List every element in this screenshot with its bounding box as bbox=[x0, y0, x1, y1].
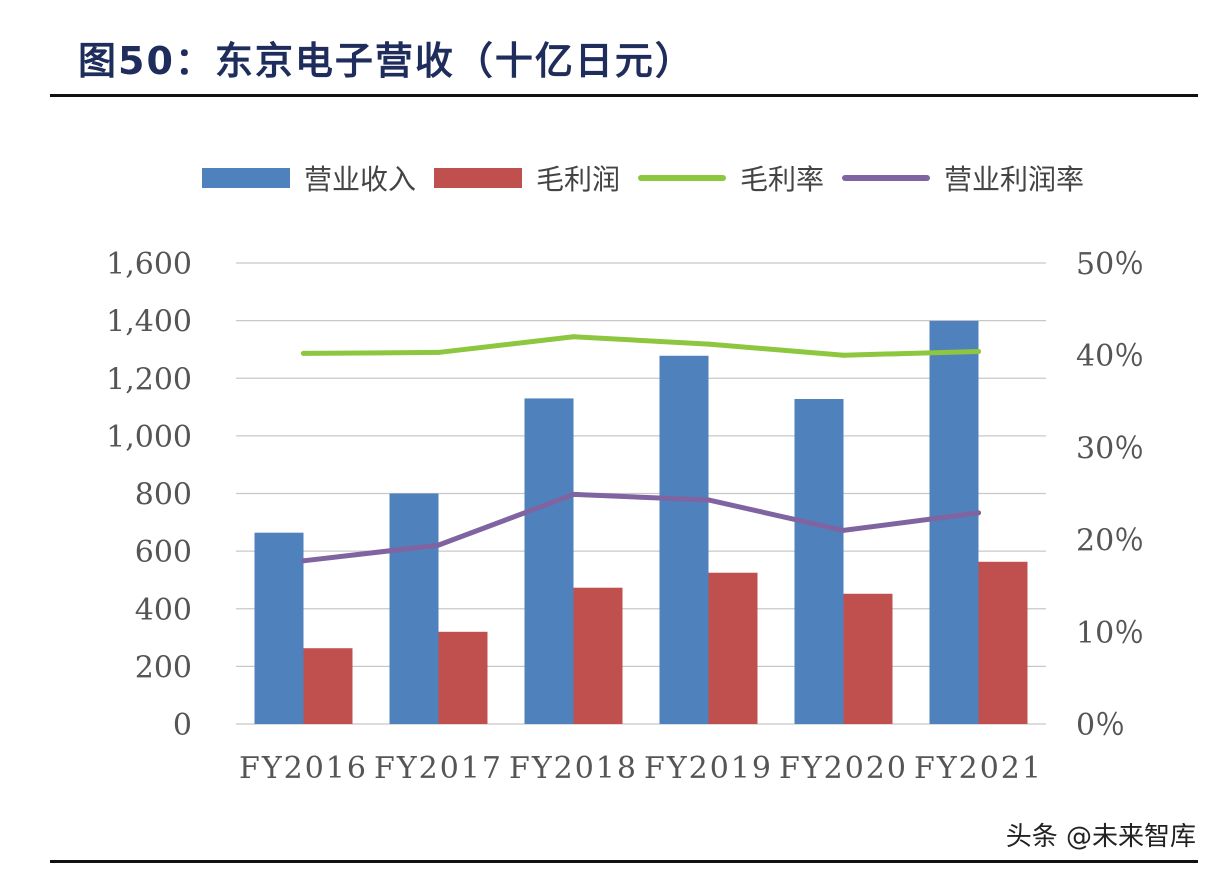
gross-profit-bar bbox=[303, 648, 353, 724]
legend-label: 毛利率 bbox=[740, 163, 825, 196]
operating-margin-point bbox=[841, 527, 846, 533]
gross-margin-point bbox=[436, 349, 441, 355]
operating-margin-point bbox=[301, 558, 306, 564]
top-rule bbox=[50, 94, 1198, 97]
revenue-bar bbox=[254, 532, 304, 724]
legend-item: 毛利率 bbox=[638, 158, 824, 198]
gross-profit-bar bbox=[708, 572, 758, 724]
left-tick-label: 1,200 bbox=[106, 362, 192, 397]
revenue-bar bbox=[659, 355, 709, 724]
figure-title: 图50：东京电子营收（十亿日元） bbox=[78, 39, 695, 83]
gross-profit-bar bbox=[438, 631, 488, 724]
x-tick-label: FY2021 bbox=[914, 751, 1043, 786]
x-tick-label: FY2020 bbox=[779, 751, 908, 786]
revenue-bar bbox=[794, 398, 844, 724]
x-tick-label: FY2016 bbox=[239, 751, 368, 786]
left-tick-label: 200 bbox=[135, 650, 192, 685]
operating-margin-point bbox=[976, 510, 981, 516]
watermark: 头条 @未来智库 bbox=[1005, 822, 1196, 852]
gross-margin-point bbox=[571, 334, 576, 340]
gross-margin-point bbox=[841, 352, 846, 358]
gross-profit-bar bbox=[843, 593, 893, 724]
gross-profit-bar bbox=[978, 561, 1028, 724]
legend-item: 营业利润率 bbox=[842, 158, 1084, 198]
left-tick-label: 1,000 bbox=[106, 420, 192, 455]
left-tick-label: 600 bbox=[135, 535, 192, 570]
legend-swatch bbox=[434, 168, 523, 188]
legend-label: 营业收入 bbox=[304, 163, 417, 196]
revenue-bar bbox=[389, 493, 439, 724]
right-tick-label: 30％ bbox=[1076, 431, 1144, 466]
x-tick-label: FY2018 bbox=[509, 751, 638, 786]
operating-margin-line bbox=[301, 491, 981, 564]
gross-profit-bar bbox=[573, 587, 623, 724]
bottom-rule bbox=[50, 860, 1198, 863]
right-tick-label: 40％ bbox=[1076, 339, 1144, 374]
left-tick-label: 0 bbox=[173, 708, 192, 743]
chart-legend: 营业收入 毛利润 毛利率 营业利润率 bbox=[202, 158, 1102, 198]
legend-label: 毛利润 bbox=[536, 163, 621, 196]
left-tick-label: 800 bbox=[135, 478, 192, 513]
left-tick-label: 1,400 bbox=[106, 305, 192, 340]
operating-margin-point bbox=[706, 497, 711, 503]
gross-margin-point bbox=[301, 350, 306, 356]
legend-item: 营业收入 bbox=[202, 158, 416, 198]
legend-label: 营业利润率 bbox=[944, 163, 1085, 196]
right-tick-label: 50％ bbox=[1076, 247, 1144, 282]
gross-margin-point bbox=[976, 349, 981, 355]
operating-margin-point bbox=[436, 542, 441, 548]
right-tick-label: 10％ bbox=[1076, 616, 1144, 651]
legend-item: 毛利润 bbox=[434, 158, 620, 198]
revenue-bar bbox=[524, 398, 574, 724]
left-tick-label: 1,600 bbox=[106, 247, 192, 282]
gross-margin-line bbox=[301, 334, 981, 358]
legend-swatch bbox=[202, 168, 290, 188]
revenue-bar bbox=[929, 320, 979, 724]
x-tick-label: FY2019 bbox=[644, 751, 773, 786]
gross-margin-point bbox=[706, 341, 711, 347]
legend-swatch bbox=[842, 175, 931, 181]
right-tick-label: 0％ bbox=[1076, 708, 1125, 743]
right-tick-label: 20％ bbox=[1076, 524, 1144, 559]
legend-swatch bbox=[638, 175, 727, 181]
operating-margin-point bbox=[571, 491, 576, 497]
x-tick-label: FY2017 bbox=[374, 751, 503, 786]
left-tick-label: 400 bbox=[135, 593, 192, 628]
